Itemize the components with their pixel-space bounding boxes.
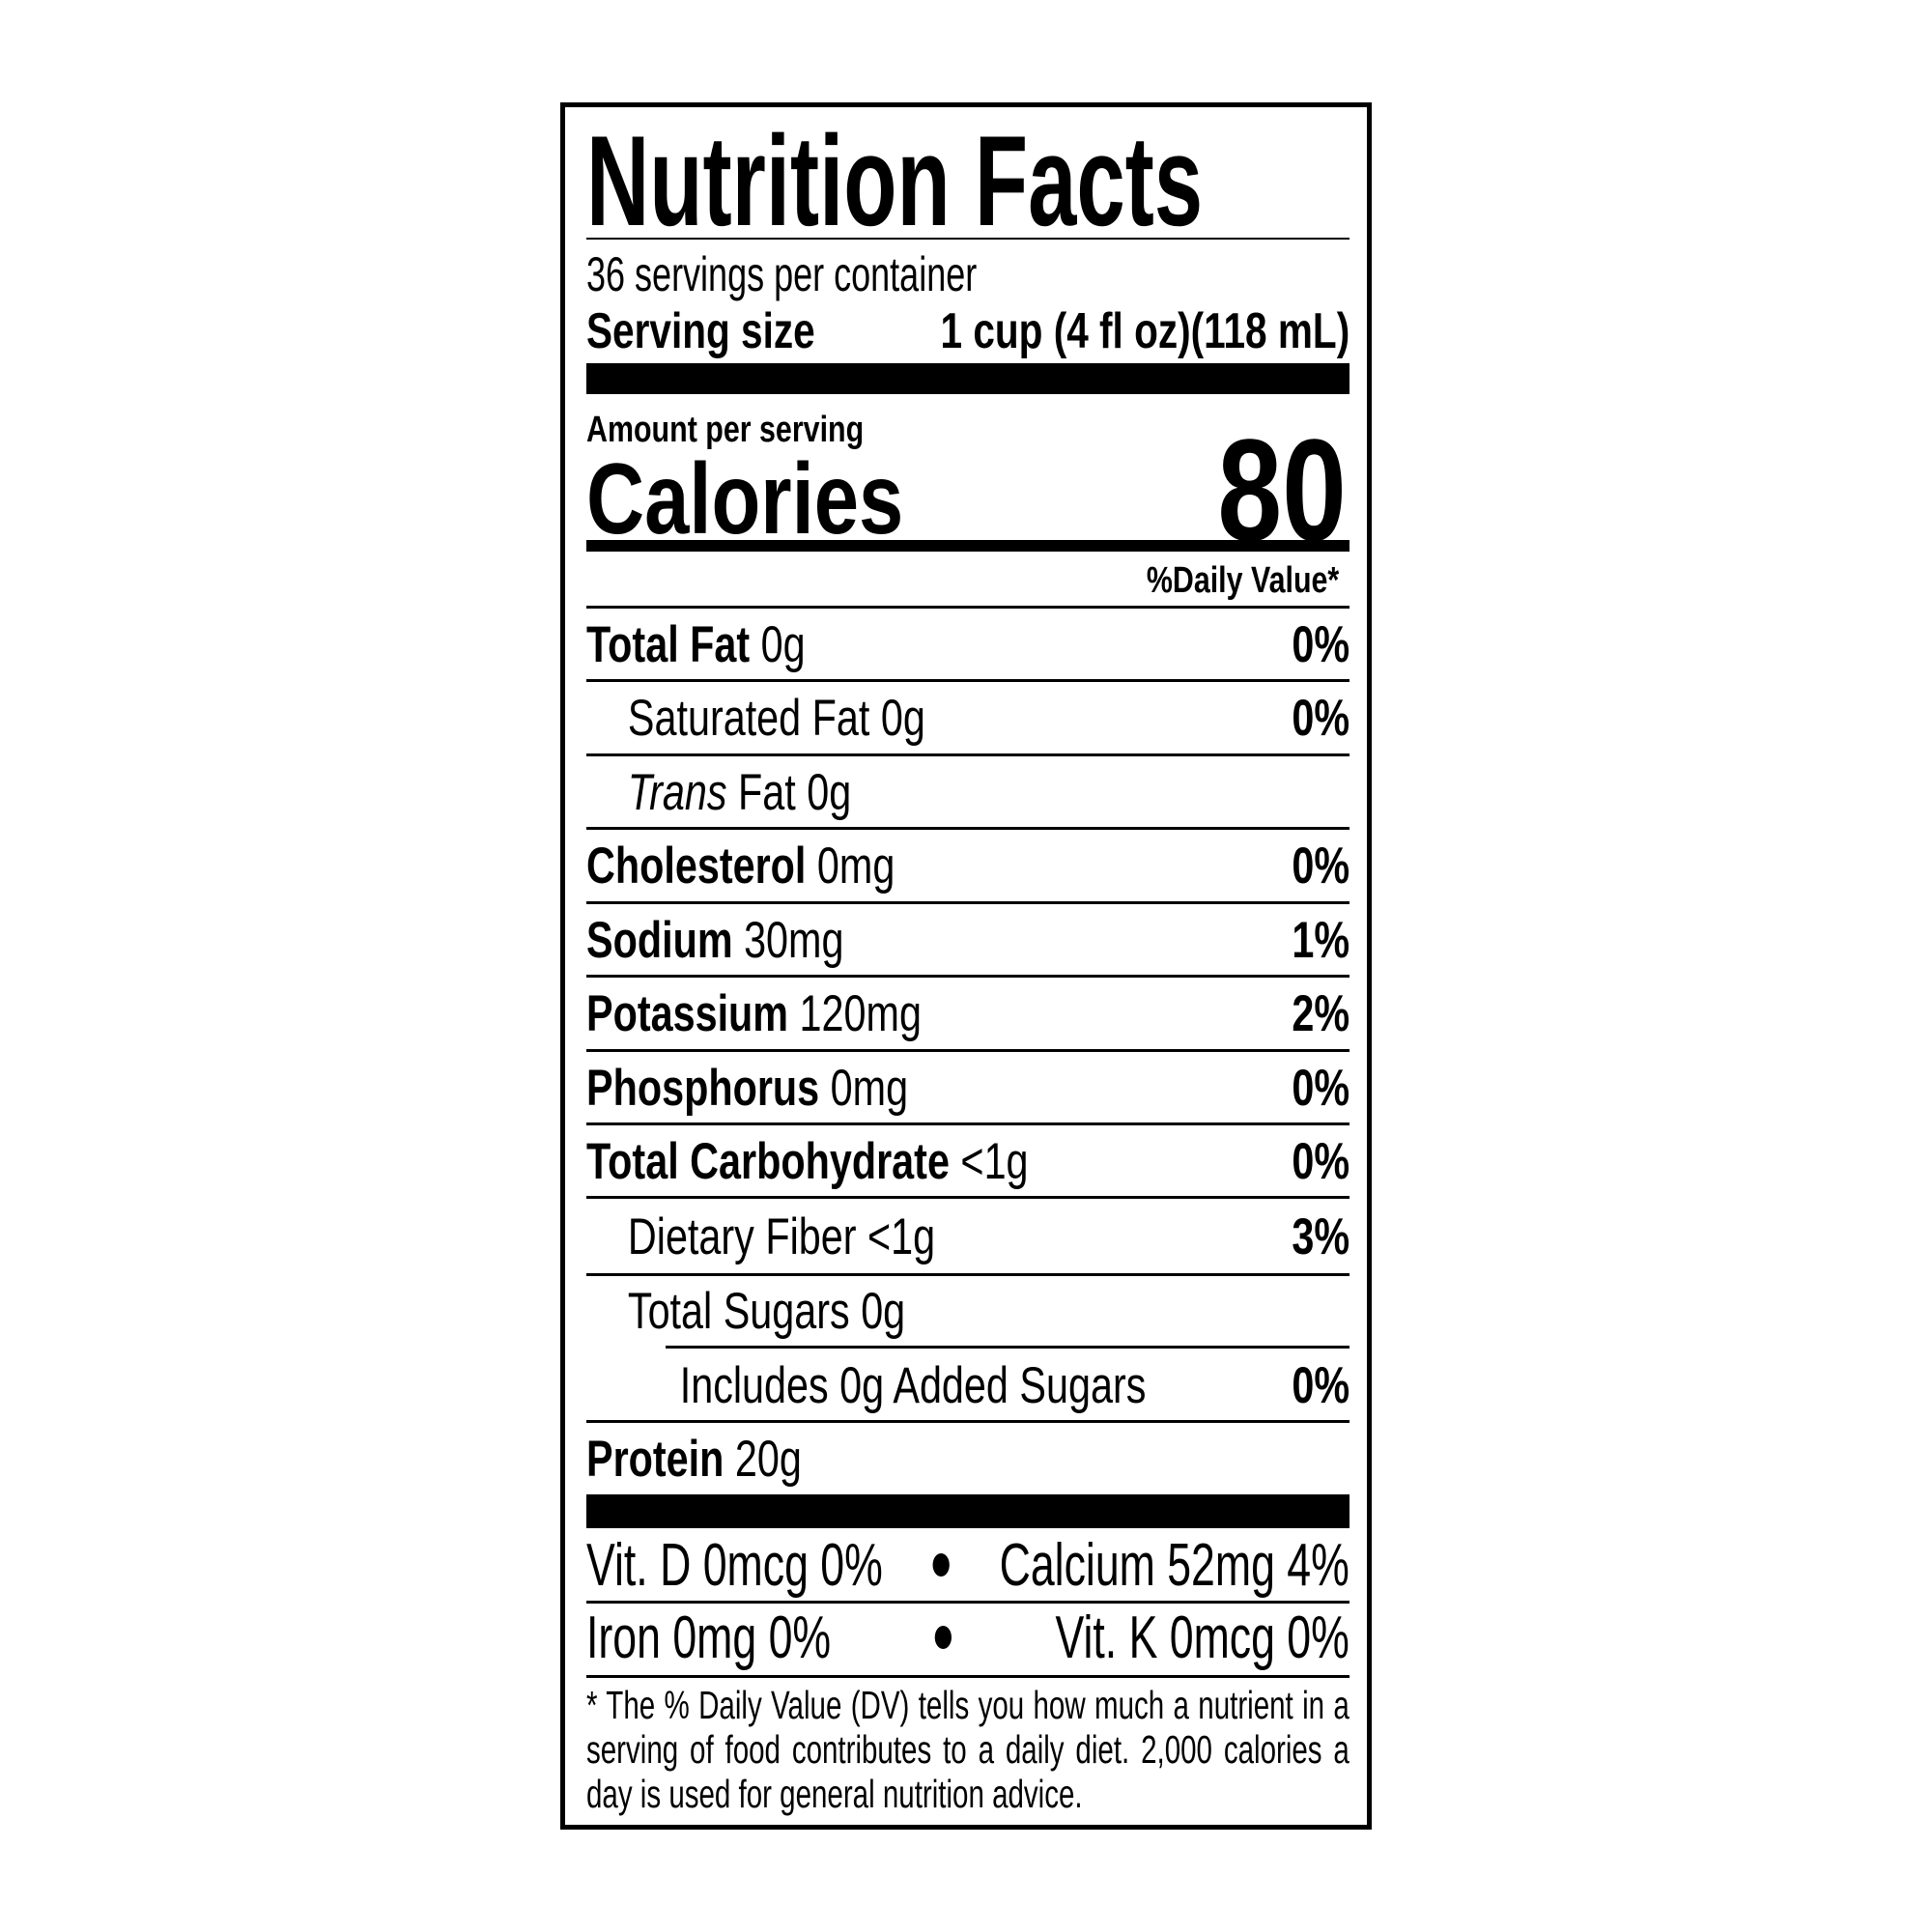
nutrient-row-total-carbohydrate: Total Carbohydrate <1g 0% xyxy=(586,1124,1350,1198)
divider xyxy=(586,753,1350,756)
divider xyxy=(586,1420,1350,1423)
nutrient-dv: 0% xyxy=(1292,689,1350,747)
nutrient-dv: 0% xyxy=(1292,1059,1350,1117)
divider xyxy=(586,1675,1350,1678)
servings-per-container: 36 servings per container xyxy=(586,247,978,301)
nutrient-row-sodium: Sodium 30mg 1% xyxy=(586,903,1350,977)
vitamin-row: Iron 0mg 0% Vit. K 0mcg 0% xyxy=(586,1604,1350,1671)
nutrient-row-trans-fat: Trans Fat 0g xyxy=(586,755,1350,829)
nutrient-amount: 0g xyxy=(760,615,806,673)
nutrient-dv: 0% xyxy=(1292,837,1350,895)
nutrient-dv: 0% xyxy=(1292,1132,1350,1190)
nutrient-name: Total Fat xyxy=(586,615,751,673)
nutrient-row-cholesterol: Cholesterol 0mg 0% xyxy=(586,829,1350,902)
nutrient-name: Total Sugars xyxy=(627,1282,850,1340)
divider xyxy=(586,1196,1350,1199)
medium-divider xyxy=(586,540,1350,552)
calories-value: 80 xyxy=(1217,409,1347,571)
divider xyxy=(586,606,1350,609)
nutrient-amount: <1g xyxy=(960,1132,1029,1190)
nutrient-dv: 1% xyxy=(1292,911,1350,969)
divider xyxy=(586,679,1350,682)
thick-divider xyxy=(586,363,1350,394)
serving-size-label: Serving size xyxy=(586,303,815,359)
nutrient-name: Includes 0g Added Sugars xyxy=(679,1356,1147,1414)
divider xyxy=(586,901,1350,904)
nutrient-amount: 0g xyxy=(861,1282,906,1340)
vitamin-d: Vit. D 0mcg 0% xyxy=(586,1531,883,1599)
nutrient-row-total-fat: Total Fat 0g 0% xyxy=(586,608,1350,681)
nutrient-row-protein: Protein 20g xyxy=(586,1422,1350,1495)
vitamin-row: Vit. D 0mcg 0% Calcium 52mg 4% xyxy=(586,1531,1350,1599)
nutrient-name: Cholesterol xyxy=(586,837,807,895)
bullet-icon xyxy=(934,1626,952,1649)
footnote: * The % Daily Value (DV) tells you how m… xyxy=(586,1683,1350,1816)
nutrient-name: Total Carbohydrate xyxy=(586,1132,950,1190)
nutrient-row-dietary-fiber: Dietary Fiber <1g 3% xyxy=(586,1200,1350,1273)
nutrient-row-phosphorus: Phosphorus 0mg 0% xyxy=(586,1051,1350,1124)
serving-size-value: 1 cup (4 fl oz)(118 mL) xyxy=(940,303,1350,359)
nutrient-amount: 120mg xyxy=(799,984,922,1042)
thick-divider xyxy=(586,1494,1350,1528)
divider xyxy=(586,827,1350,830)
nutrient-amount: 0mg xyxy=(816,837,895,895)
divider xyxy=(666,1346,1350,1349)
panel-title: Nutrition Facts xyxy=(586,110,1204,253)
iron: Iron 0mg 0% xyxy=(586,1604,832,1671)
divider xyxy=(586,975,1350,978)
nutrient-dv: 0% xyxy=(1292,1356,1350,1414)
nutrient-name: Protein xyxy=(586,1430,724,1488)
nutrient-row-added-sugars: Includes 0g Added Sugars 0% xyxy=(586,1349,1350,1422)
nutrient-name: Fat xyxy=(726,763,796,821)
vitamin-k: Vit. K 0mcg 0% xyxy=(1055,1604,1350,1671)
divider xyxy=(586,1601,1350,1604)
nutrient-amount: 30mg xyxy=(744,911,844,969)
nutrient-amount: 0g xyxy=(880,689,925,747)
nutrient-name: Sodium xyxy=(586,911,733,969)
nutrient-amount: 0g xyxy=(807,763,852,821)
nutrient-amount: 0mg xyxy=(830,1059,909,1117)
nutrient-amount: 20g xyxy=(734,1430,802,1488)
nutrient-name: Potassium xyxy=(586,984,789,1042)
nutrient-row-potassium: Potassium 120mg 2% xyxy=(586,977,1350,1050)
calories-label: Calories xyxy=(586,443,904,555)
nutrient-amount: <1g xyxy=(867,1208,936,1265)
nutrient-dv: 0% xyxy=(1292,615,1350,673)
daily-value-header: %Daily Value* xyxy=(1146,560,1339,601)
nutrient-name: Dietary Fiber xyxy=(627,1208,857,1265)
divider xyxy=(586,1122,1350,1125)
nutrient-dv: 3% xyxy=(1292,1208,1350,1265)
divider xyxy=(586,238,1350,240)
divider xyxy=(586,1273,1350,1276)
nutrient-name: Saturated Fat xyxy=(627,689,870,747)
amount-per-serving-label: Amount per serving xyxy=(586,410,865,450)
nutrient-row-total-sugars: Total Sugars 0g xyxy=(586,1274,1350,1348)
nutrient-dv: 2% xyxy=(1292,984,1350,1042)
nutrient-row-saturated-fat: Saturated Fat 0g 0% xyxy=(586,681,1350,754)
nutrient-name: Phosphorus xyxy=(586,1059,820,1117)
bullet-icon xyxy=(932,1553,950,1577)
divider xyxy=(586,1049,1350,1052)
nutrient-name-italic: Trans xyxy=(627,763,727,821)
calcium: Calcium 52mg 4% xyxy=(999,1531,1350,1599)
nutrition-facts-panel xyxy=(560,102,1372,1830)
